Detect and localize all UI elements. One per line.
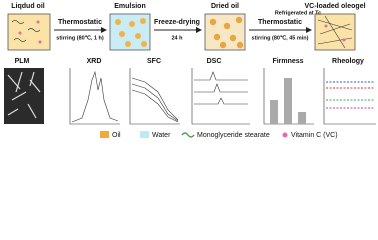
panel-title: DSC	[207, 58, 222, 65]
legend-swatch	[282, 132, 288, 138]
body: {"steps": [ {"label": "Liqdud oil"}, {"l…	[4, 2, 376, 139]
legend-label: Monoglyceride stearate	[197, 132, 270, 139]
legend-label: Water	[152, 132, 171, 139]
step-label: Liqdud oil	[11, 3, 44, 10]
page: body { margin: 0; width: 378px; height: …	[4, 2, 376, 139]
arrow-label: 24 h	[171, 35, 183, 41]
beaker-emulsion	[109, 13, 151, 51]
beaker-dried-oil	[204, 13, 246, 51]
arrow-label: Freeze-drying	[154, 19, 200, 26]
arrow-label: stirring (80℃, 1 h)	[56, 34, 104, 41]
arrow-label: stirring (80℃, 45 min)	[252, 34, 309, 41]
sfc-plot	[129, 68, 180, 125]
beaker-liquid-oil	[7, 13, 51, 51]
panel-title: Firmness	[272, 58, 303, 65]
legend-swatch	[140, 131, 149, 138]
panel-title: SFC	[147, 58, 161, 65]
legend-label: Oil	[112, 132, 121, 139]
step-label: Emulsion	[114, 3, 146, 10]
step-label: Dried oil	[211, 3, 239, 10]
rheology-plot	[323, 68, 376, 125]
panel-title: XRD	[87, 58, 102, 65]
legend-label: Vitamin C (VC)	[291, 132, 338, 139]
legend-swatch	[100, 131, 109, 138]
arrow-label: Thermostatic	[258, 19, 302, 26]
diagram: Liqdud oil Emulsion Dried oil VC-loaded …	[4, 3, 376, 139]
panel-title: Rheology	[332, 58, 364, 65]
arrow-label: Thermostatic	[58, 19, 102, 26]
xrd-plot	[69, 68, 120, 125]
plm-image	[4, 68, 44, 124]
arrow-label: Refrigerated at Tc	[275, 10, 321, 16]
panel-title: PLM	[15, 58, 30, 65]
dsc-plot	[191, 68, 250, 125]
step-label: VC-loaded oleogel	[304, 3, 365, 10]
legend-swatch	[181, 132, 195, 138]
beaker-oleogel	[314, 13, 356, 51]
firmness-plot	[263, 68, 314, 125]
